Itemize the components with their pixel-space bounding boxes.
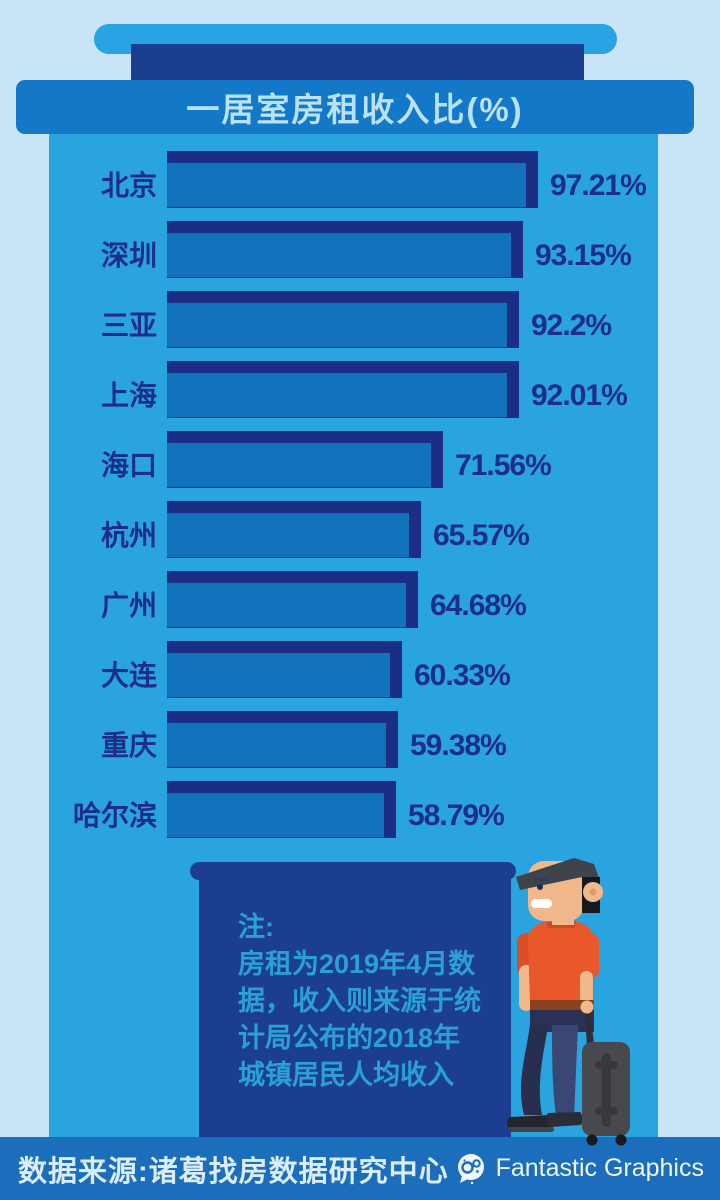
bar-row: 杭州 65.57%	[49, 501, 709, 558]
bar-value: 92.01%	[531, 379, 628, 412]
bar	[167, 221, 523, 278]
bar	[167, 361, 519, 418]
bar-fill	[167, 583, 406, 627]
bar-value: 93.15%	[535, 239, 632, 272]
brand: Fantastic Graphics	[456, 1152, 704, 1186]
city-label: 海口	[100, 450, 157, 481]
city-label: 北京	[100, 170, 157, 201]
traveler-illustration	[506, 858, 630, 1146]
bar-chart: 北京 97.21% 深圳 93.15% 三亚 92.2% 上海 92.01% 海…	[49, 151, 709, 851]
note-line: 计局公布的2018年	[238, 1023, 461, 1053]
page-title: 一居室房租收入比(%)	[186, 91, 524, 128]
note-line: 据，收入则来源于统	[238, 986, 481, 1016]
bar-row: 大连 60.33%	[49, 641, 709, 698]
bar-row: 重庆 59.38%	[49, 711, 709, 768]
bar-row: 海口 71.56%	[49, 431, 709, 488]
bar-fill	[167, 443, 431, 487]
note-text: 注: 房租为2019年4月数 据，收入则来源于统 计局公布的2018年 城镇居民…	[238, 909, 481, 1094]
bar-row: 哈尔滨 58.79%	[49, 781, 709, 838]
bar	[167, 571, 418, 628]
city-label: 大连	[100, 660, 157, 691]
city-label: 三亚	[100, 310, 157, 341]
city-label: 重庆	[100, 730, 157, 761]
data-source-text: 数据来源:诸葛找房数据研究中心	[18, 1155, 449, 1188]
bar-row: 三亚 92.2%	[49, 291, 709, 348]
note-heading: 注:	[238, 912, 274, 942]
bar	[167, 711, 398, 768]
bar	[167, 151, 538, 208]
bar	[167, 781, 396, 838]
note-top-pill	[190, 862, 516, 880]
bar-fill	[167, 303, 507, 347]
city-label: 上海	[100, 380, 157, 411]
note-panel: 注: 房租为2019年4月数 据，收入则来源于统 计局公布的2018年 城镇居民…	[199, 876, 511, 1137]
bar-fill	[167, 373, 507, 417]
bar-row: 广州 64.68%	[49, 571, 709, 628]
bar-fill	[167, 513, 409, 557]
bar-fill	[167, 653, 390, 697]
bar-row: 深圳 93.15%	[49, 221, 709, 278]
bar-value: 64.68%	[430, 589, 527, 622]
bar	[167, 431, 443, 488]
bar-value: 71.56%	[455, 449, 552, 482]
fantastic-graphics-logo-icon	[457, 1153, 484, 1184]
bar-fill	[167, 793, 384, 837]
bar-fill	[167, 233, 511, 277]
bar	[167, 641, 402, 698]
bar-row: 北京 97.21%	[49, 151, 709, 208]
bar-value: 65.57%	[433, 519, 530, 552]
bar-value: 92.2%	[531, 309, 612, 342]
city-label: 广州	[100, 590, 157, 621]
bar-row: 上海 92.01%	[49, 361, 709, 418]
bar-value: 60.33%	[414, 659, 511, 692]
bar	[167, 501, 421, 558]
city-label: 杭州	[100, 520, 157, 551]
note-line: 房租为2019年4月数	[238, 949, 476, 979]
note-line: 城镇居民人均收入	[238, 1060, 454, 1090]
title-banner: 一居室房租收入比(%)	[16, 80, 694, 134]
bar-value: 97.21%	[550, 169, 647, 202]
bar-fill	[167, 163, 526, 207]
bar-value: 59.38%	[410, 729, 507, 762]
city-label: 深圳	[100, 240, 157, 271]
bar-value: 58.79%	[408, 799, 505, 832]
bar-fill	[167, 723, 386, 767]
bar	[167, 291, 519, 348]
brand-name: Fantastic Graphics	[495, 1154, 704, 1182]
city-label: 哈尔滨	[72, 800, 157, 831]
footer-bar: 数据来源:诸葛找房数据研究中心 Fantastic Graphics	[0, 1137, 720, 1200]
